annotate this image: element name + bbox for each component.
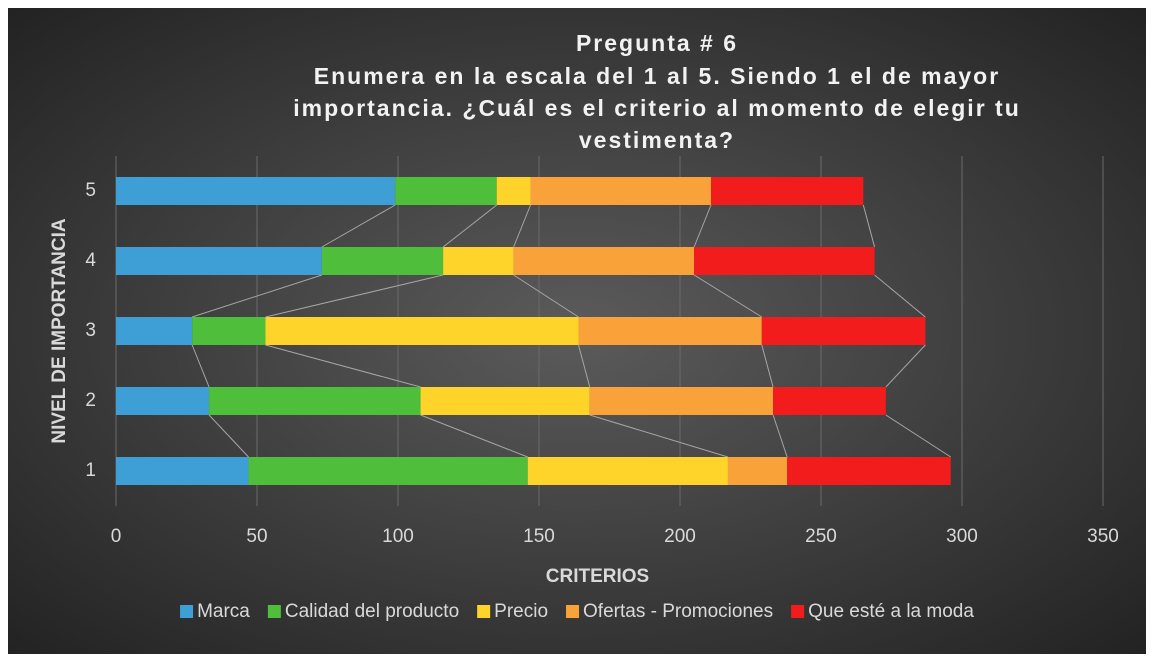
legend-swatch (180, 605, 194, 618)
bar-segment (116, 457, 249, 485)
bar-segment (727, 457, 788, 485)
x-tick-label: 100 (382, 526, 414, 547)
bar-segment (192, 317, 266, 345)
bar-segment (787, 457, 951, 485)
series-line (513, 204, 532, 248)
x-tick-label: 150 (523, 526, 555, 547)
series-line (265, 274, 444, 318)
bar-segment (395, 177, 497, 205)
chart-title: Enumera en la escala del 1 al 5. Siendo … (314, 63, 1000, 89)
bar-segment (209, 387, 421, 415)
bar-segment (116, 387, 210, 415)
series-line (321, 204, 396, 248)
bar-segment (527, 457, 728, 485)
series-line (513, 274, 579, 318)
series-line (761, 344, 774, 388)
bar-segment (496, 177, 531, 205)
bar-segment (589, 387, 774, 415)
series-line (442, 204, 498, 248)
bar-segment (248, 457, 528, 485)
x-tick-label: 250 (805, 526, 837, 547)
y-axis-title: NIVEL DE IMPORTANCIA (49, 218, 70, 443)
series-line (265, 344, 421, 388)
series-line (208, 414, 249, 458)
x-tick-label: 200 (664, 526, 696, 547)
y-tick-label: 1 (85, 460, 96, 481)
legend-label: Que esté a la moda (808, 601, 974, 622)
y-tick-label: 4 (85, 250, 96, 271)
y-tick-label: 3 (85, 320, 96, 341)
bar-segment (116, 247, 322, 275)
legend-label: Ofertas - Promociones (583, 601, 773, 622)
bar-segment (578, 317, 762, 345)
series-line (874, 274, 926, 318)
bar-segment (265, 317, 579, 345)
series-line (772, 414, 788, 458)
legend-label: Marca (197, 601, 250, 622)
series-line (885, 344, 926, 388)
bar-segment (530, 177, 712, 205)
series-line (191, 344, 210, 388)
series-line (577, 344, 591, 388)
bar-segment (443, 247, 514, 275)
y-tick-label: 5 (85, 180, 96, 201)
bar-segment (321, 247, 444, 275)
legend-label: Calidad del producto (285, 601, 459, 622)
x-tick-label: 300 (946, 526, 978, 547)
y-tick-label: 2 (85, 390, 96, 411)
chart-title: vestimenta? (579, 127, 735, 153)
x-tick-label: 0 (111, 526, 122, 547)
bar-segment (420, 387, 590, 415)
bar-segment (773, 387, 886, 415)
chart-title: importancia. ¿Cuál es el criterio al mom… (293, 95, 1021, 121)
bar-segment (116, 177, 396, 205)
legend-swatch (267, 605, 281, 618)
legend-swatch (791, 605, 805, 618)
legend-swatch (566, 605, 580, 618)
bar-segment (513, 247, 695, 275)
series-line (589, 414, 729, 458)
x-axis-title: CRITERIOS (546, 566, 649, 587)
chart-title: Pregunta # 6 (576, 30, 738, 56)
bar-segment (694, 247, 875, 275)
bar-segment (761, 317, 926, 345)
series-line (862, 204, 876, 248)
legend-swatch (477, 605, 491, 618)
bar-segment (711, 177, 864, 205)
series-line (693, 204, 712, 248)
series-line (191, 274, 323, 318)
legend-label: Precio (494, 601, 548, 622)
bar-segment (116, 317, 193, 345)
x-tick-label: 50 (246, 526, 267, 547)
x-tick-label: 350 (1087, 526, 1119, 547)
series-line (885, 414, 951, 458)
series-line (693, 274, 763, 318)
series-line (420, 414, 528, 458)
